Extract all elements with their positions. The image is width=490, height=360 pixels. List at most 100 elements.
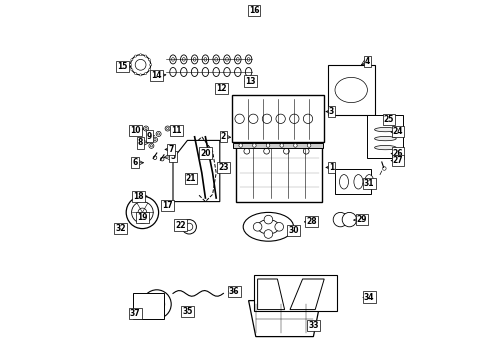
Circle shape — [149, 296, 165, 312]
Bar — [328, 65, 374, 115]
Circle shape — [253, 222, 262, 231]
Circle shape — [145, 55, 147, 57]
Circle shape — [252, 144, 256, 147]
Circle shape — [333, 212, 347, 227]
Text: 32: 32 — [116, 224, 126, 233]
Circle shape — [131, 69, 133, 71]
Text: 29: 29 — [357, 215, 367, 224]
Ellipse shape — [235, 55, 241, 64]
Circle shape — [134, 55, 137, 57]
Circle shape — [290, 114, 299, 123]
Ellipse shape — [247, 58, 250, 61]
Polygon shape — [258, 279, 285, 310]
Text: 34: 34 — [364, 292, 374, 302]
Bar — [368, 115, 403, 158]
Circle shape — [307, 144, 311, 147]
Circle shape — [284, 148, 289, 154]
Text: 4: 4 — [365, 57, 370, 66]
Circle shape — [303, 148, 309, 154]
Text: 14: 14 — [151, 71, 162, 80]
Text: 15: 15 — [118, 62, 128, 71]
Text: 23: 23 — [218, 163, 229, 172]
Text: 9: 9 — [147, 132, 152, 141]
Bar — [233, 143, 323, 148]
Circle shape — [131, 59, 133, 61]
Circle shape — [156, 131, 161, 136]
Circle shape — [262, 114, 271, 123]
Text: 26: 26 — [393, 149, 403, 158]
Text: 1: 1 — [329, 163, 334, 172]
Circle shape — [383, 167, 386, 170]
Circle shape — [132, 202, 153, 223]
Circle shape — [294, 144, 297, 147]
Text: 37: 37 — [130, 309, 141, 318]
Circle shape — [303, 114, 313, 123]
Text: 7: 7 — [169, 145, 174, 154]
Text: 30: 30 — [288, 226, 299, 235]
Circle shape — [235, 114, 245, 123]
Text: 21: 21 — [186, 174, 196, 183]
Circle shape — [126, 196, 159, 229]
Ellipse shape — [182, 58, 185, 61]
Circle shape — [150, 145, 152, 147]
Polygon shape — [173, 140, 220, 202]
Circle shape — [186, 223, 193, 230]
Circle shape — [167, 127, 169, 130]
Circle shape — [144, 126, 148, 131]
Circle shape — [135, 59, 146, 70]
Ellipse shape — [245, 68, 252, 77]
Circle shape — [160, 157, 164, 161]
Circle shape — [152, 137, 157, 142]
Text: 18: 18 — [133, 192, 144, 201]
Circle shape — [157, 133, 160, 135]
Text: 20: 20 — [200, 149, 211, 158]
Ellipse shape — [235, 68, 241, 77]
Text: 25: 25 — [384, 115, 394, 124]
Circle shape — [239, 144, 243, 147]
Circle shape — [134, 72, 137, 75]
Text: 31: 31 — [364, 179, 374, 188]
Text: 13: 13 — [245, 77, 256, 86]
Ellipse shape — [374, 136, 396, 141]
Ellipse shape — [258, 220, 279, 234]
Circle shape — [244, 148, 250, 154]
Ellipse shape — [180, 55, 187, 64]
Ellipse shape — [236, 58, 239, 61]
Ellipse shape — [180, 68, 187, 77]
Circle shape — [140, 54, 142, 56]
Circle shape — [149, 64, 152, 66]
Text: 24: 24 — [393, 127, 403, 136]
Ellipse shape — [374, 145, 396, 150]
Text: 6: 6 — [133, 158, 138, 167]
Circle shape — [182, 220, 196, 234]
Ellipse shape — [340, 175, 348, 189]
Ellipse shape — [374, 127, 396, 132]
Ellipse shape — [202, 68, 209, 77]
Text: 12: 12 — [217, 84, 227, 93]
Circle shape — [129, 64, 132, 66]
Circle shape — [266, 144, 270, 147]
Ellipse shape — [170, 68, 176, 77]
Text: 22: 22 — [175, 220, 185, 230]
Circle shape — [145, 127, 147, 130]
Bar — [236, 144, 322, 202]
Ellipse shape — [335, 77, 368, 103]
Text: 16: 16 — [249, 6, 259, 15]
Circle shape — [148, 69, 150, 71]
Ellipse shape — [193, 58, 196, 61]
Text: 27: 27 — [392, 156, 403, 165]
Circle shape — [280, 144, 284, 147]
Ellipse shape — [245, 55, 252, 64]
Circle shape — [154, 301, 160, 307]
Circle shape — [248, 114, 258, 123]
Text: 3: 3 — [329, 107, 334, 116]
Polygon shape — [290, 279, 324, 310]
Text: 28: 28 — [306, 217, 317, 226]
Ellipse shape — [354, 175, 363, 189]
Circle shape — [264, 148, 270, 154]
Text: 11: 11 — [172, 126, 182, 135]
Circle shape — [154, 139, 156, 141]
Circle shape — [140, 74, 142, 76]
Polygon shape — [248, 301, 320, 337]
Ellipse shape — [224, 68, 230, 77]
